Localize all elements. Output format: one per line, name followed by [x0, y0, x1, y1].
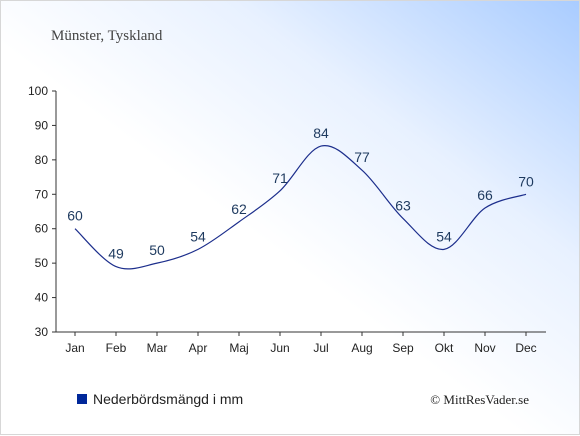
legend: Nederbördsmängd i mm	[77, 391, 243, 407]
data-label: 49	[108, 246, 124, 262]
y-tick-label: 40	[35, 291, 49, 305]
y-tick-label: 60	[35, 222, 49, 236]
data-label: 62	[231, 201, 247, 217]
x-tick-label: Mar	[147, 341, 168, 355]
x-tick-label: Sep	[392, 341, 414, 355]
data-label: 66	[477, 187, 493, 203]
x-tick-label: Dec	[515, 341, 536, 355]
y-tick-label: 30	[35, 325, 49, 339]
x-tick-label: Jul	[313, 341, 328, 355]
y-tick-label: 90	[35, 118, 49, 132]
series-layer: 60 49 50 54 62 71 84 77 63 54 66 70	[67, 125, 534, 270]
legend-swatch	[77, 394, 87, 404]
data-label: 54	[436, 228, 452, 244]
x-tick-label: Jan	[65, 341, 84, 355]
y-tick-label: 70	[35, 187, 49, 201]
y-tick-label: 100	[28, 84, 48, 98]
legend-label: Nederbördsmängd i mm	[93, 391, 243, 407]
data-label: 63	[395, 197, 411, 213]
chart-title: Münster, Tyskland	[51, 28, 163, 44]
x-tick-label: Aug	[351, 341, 372, 355]
data-label: 54	[190, 228, 206, 244]
x-tick-label: Maj	[229, 341, 248, 355]
x-tick-label: Okt	[435, 341, 454, 355]
x-tick-label: Nov	[474, 341, 495, 355]
x-tick-label: Jun	[270, 341, 289, 355]
axes: 30 40 50 60 70 80 90 100 Jan Feb Mar Apr Maj Jun Jul Au…	[28, 84, 546, 355]
x-tick-label: Feb	[106, 341, 127, 355]
y-tick-label: 50	[35, 256, 49, 270]
copyright-text: © MittResVader.se	[430, 392, 529, 407]
x-tick-label: Apr	[189, 341, 208, 355]
data-label: 84	[313, 125, 329, 141]
data-label: 60	[67, 208, 83, 224]
series-line	[74, 145, 527, 270]
data-label: 71	[272, 170, 288, 186]
data-label: 70	[518, 173, 534, 189]
data-label: 77	[354, 149, 370, 165]
y-tick-label: 80	[35, 153, 49, 167]
data-label: 50	[149, 242, 165, 258]
